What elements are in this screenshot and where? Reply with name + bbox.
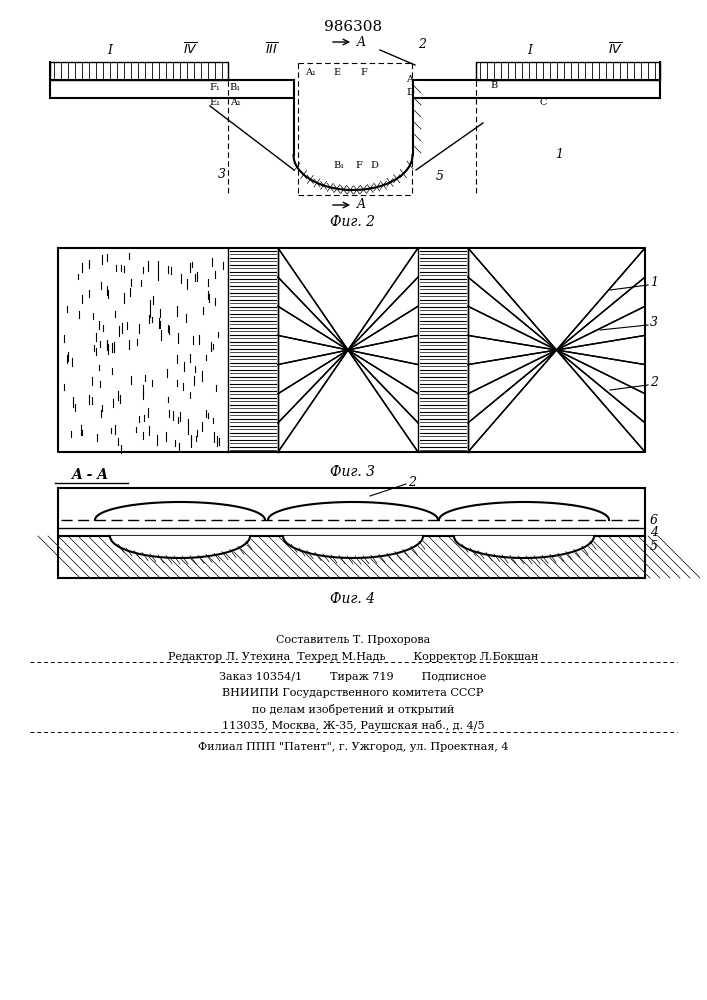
Text: A: A xyxy=(406,75,413,84)
Text: Фиг. 4: Фиг. 4 xyxy=(330,592,375,606)
Text: 2: 2 xyxy=(418,38,426,51)
Text: Фиг. 2: Фиг. 2 xyxy=(330,215,375,229)
Text: Филиал ППП "Патент", г. Ужгород, ул. Проектная, 4: Филиал ППП "Патент", г. Ужгород, ул. Про… xyxy=(198,742,508,752)
Text: A: A xyxy=(357,35,366,48)
Text: D: D xyxy=(406,88,414,97)
Text: ВНИИПИ Государственного комитета СССР: ВНИИПИ Государственного комитета СССР xyxy=(222,688,484,698)
Text: 1: 1 xyxy=(650,276,658,290)
Text: 113035, Москва, Ж-35, Раушская наб., д. 4/5: 113035, Москва, Ж-35, Раушская наб., д. … xyxy=(222,720,484,731)
Text: Редактор Л. Утехина  Техред М.Надь        Корректор Л.Бокшан: Редактор Л. Утехина Техред М.Надь Коррек… xyxy=(168,652,538,662)
Bar xyxy=(50,62,228,80)
Text: 986308: 986308 xyxy=(324,20,382,34)
Text: B₁: B₁ xyxy=(333,161,344,170)
Text: F₁: F₁ xyxy=(209,83,221,92)
Text: Фиг. 3: Фиг. 3 xyxy=(330,465,375,479)
Text: A₁: A₁ xyxy=(230,98,240,107)
Bar xyxy=(476,62,660,80)
Text: B₁: B₁ xyxy=(230,83,240,92)
Text: Заказ 10354/1        Тираж 719        Подписное: Заказ 10354/1 Тираж 719 Подписное xyxy=(219,672,486,682)
Text: B: B xyxy=(490,81,497,90)
Text: E: E xyxy=(333,68,340,77)
Text: 5: 5 xyxy=(650,540,658,552)
Text: $\overline{III}$: $\overline{III}$ xyxy=(265,42,279,57)
Text: F: F xyxy=(355,161,362,170)
Text: A₁: A₁ xyxy=(305,68,316,77)
Text: I: I xyxy=(107,44,112,57)
Text: C: C xyxy=(540,98,547,107)
Text: 5: 5 xyxy=(436,170,444,183)
Text: A - A: A - A xyxy=(71,468,108,482)
Text: 4: 4 xyxy=(650,526,658,538)
Text: A: A xyxy=(357,198,366,212)
Text: $\overline{IV}$: $\overline{IV}$ xyxy=(182,42,197,57)
Text: D: D xyxy=(370,161,378,170)
Text: E₁: E₁ xyxy=(209,98,221,107)
Text: 2: 2 xyxy=(650,376,658,389)
Text: I: I xyxy=(527,44,532,57)
Text: по делам изобретений и открытий: по делам изобретений и открытий xyxy=(252,704,454,715)
Text: 1: 1 xyxy=(555,148,563,161)
Text: 6: 6 xyxy=(650,514,658,526)
Text: Составитель Т. Прохорова: Составитель Т. Прохорова xyxy=(276,635,430,645)
Text: F: F xyxy=(360,68,367,77)
Text: 3: 3 xyxy=(650,316,658,330)
Text: 3: 3 xyxy=(218,168,226,181)
Text: $\overline{IV}$: $\overline{IV}$ xyxy=(607,42,622,57)
Text: 2: 2 xyxy=(408,476,416,488)
